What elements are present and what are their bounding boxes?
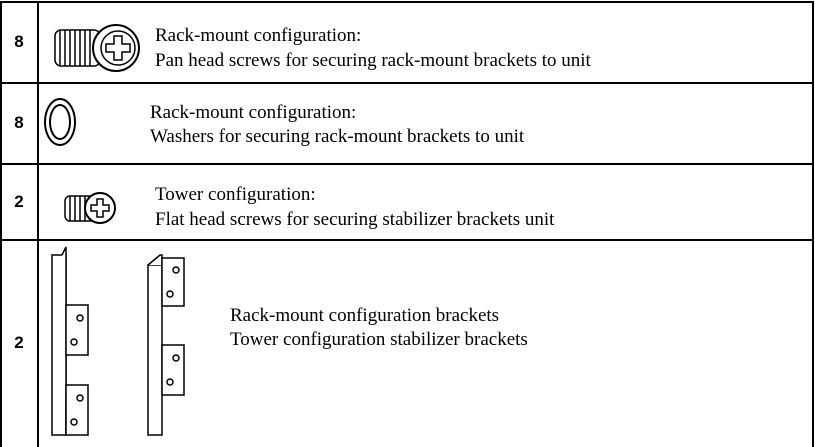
description-line: Tower configuration stabilizer brackets bbox=[230, 329, 528, 350]
flat-head-screw-icon bbox=[64, 192, 116, 224]
description-line: Rack-mount configuration: bbox=[150, 102, 357, 123]
quantity: 8 bbox=[14, 32, 24, 51]
description-line: Washers for securing rack-mount brackets… bbox=[150, 126, 525, 147]
quantity: 8 bbox=[14, 113, 24, 132]
description-line: Rack-mount configuration brackets bbox=[230, 305, 500, 326]
quantity: 2 bbox=[14, 192, 24, 211]
washer-icon bbox=[44, 98, 76, 146]
brackets-icon bbox=[51, 246, 185, 436]
description-line: Rack-mount configuration: bbox=[155, 25, 362, 46]
pan-head-screw-icon bbox=[54, 24, 140, 72]
description-line: Pan head screws for securing rack-mount … bbox=[155, 50, 591, 71]
description-line: Tower configuration: bbox=[155, 184, 316, 205]
description-line: Flat head screws for securing stabilizer… bbox=[155, 209, 555, 230]
quantity: 2 bbox=[14, 333, 24, 352]
